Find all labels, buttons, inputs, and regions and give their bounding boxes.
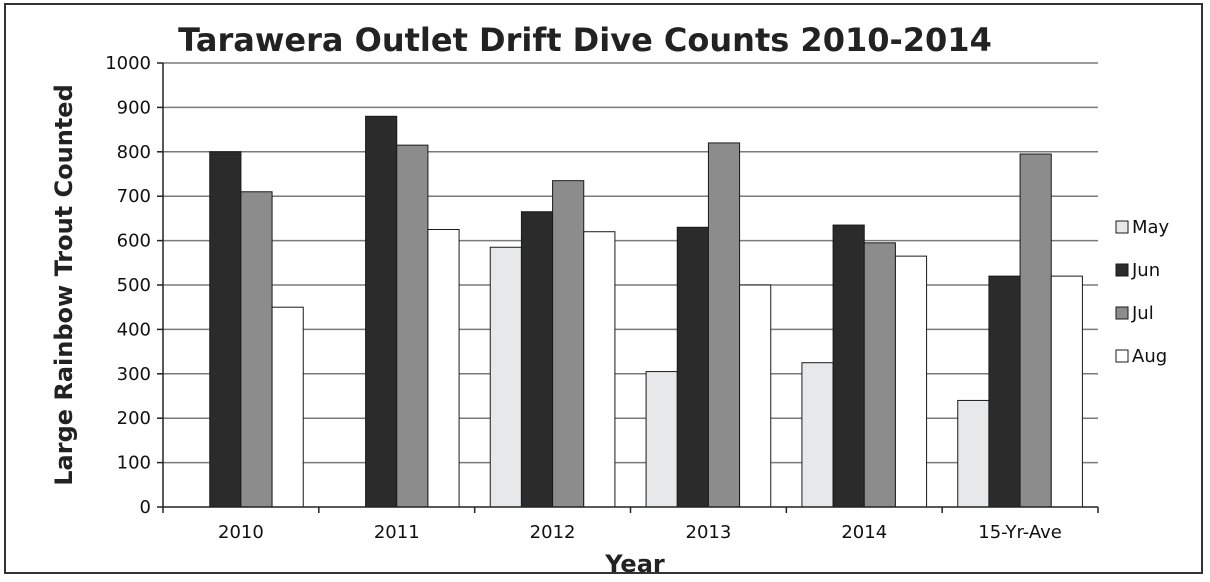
legend-swatch-jul (1115, 306, 1129, 320)
y-tick-label: 0 (140, 497, 151, 518)
y-tick-label: 1000 (105, 53, 151, 74)
legend-label-may: May (1132, 217, 1170, 238)
bar-jun-2010 (209, 151, 242, 508)
bars (209, 115, 1083, 508)
chart-title: Tarawera Outlet Drift Dive Counts 2010-2… (178, 21, 992, 59)
bar-jun-2011 (365, 115, 398, 508)
y-tick-label: 800 (117, 142, 151, 163)
gridlines (163, 62, 1098, 464)
bar-aug-2011 (427, 229, 460, 508)
bar-may-2014 (801, 362, 834, 508)
bar-aug-2010 (271, 306, 304, 508)
bar-jul-2013 (707, 142, 741, 508)
legend: May Jun Jul Aug (1115, 217, 1170, 367)
legend-swatch-jun (1115, 263, 1129, 277)
y-tick-label: 200 (117, 408, 151, 429)
bar-aug-15-yr-ave (1050, 275, 1083, 508)
x-tick-label: 15-Yr-Ave (978, 522, 1062, 543)
bar-may-15-yr-ave (957, 399, 990, 508)
y-axis-title: Large Rainbow Trout Counted (50, 84, 78, 486)
bar-aug-2013 (739, 284, 772, 508)
bar-aug-2012 (583, 231, 616, 508)
bar-may-2013 (645, 371, 678, 508)
x-tick-label: 2010 (218, 522, 264, 543)
legend-label-aug: Aug (1132, 346, 1167, 367)
y-tick-label: 400 (117, 319, 151, 340)
bar-may-2012 (489, 246, 522, 508)
bar-jul-2010 (240, 191, 273, 508)
x-axis-title: Year (604, 550, 665, 578)
bar-jul-2014 (863, 242, 896, 508)
x-tick-label: 2012 (530, 522, 576, 543)
bar-jul-2012 (552, 180, 585, 508)
x-tick-label: 2011 (374, 522, 420, 543)
axes: 0 100 200 300 400 500 600 700 800 900 1000 2010 2011… (105, 53, 1099, 543)
bar-jun-2013 (676, 226, 709, 508)
x-tick-label: 2013 (686, 522, 732, 543)
bar-jun-15-yr-ave (988, 275, 1021, 508)
bar-jun-2012 (520, 211, 554, 508)
bar-jul-15-yr-ave (1019, 153, 1052, 508)
y-tick-label: 600 (117, 231, 151, 252)
y-tick-label: 700 (117, 186, 151, 207)
legend-label-jun: Jun (1131, 260, 1160, 281)
y-tick-label: 300 (117, 364, 151, 385)
legend-label-jul: Jul (1131, 303, 1154, 324)
x-tick-label: 2014 (841, 522, 887, 543)
y-tick-label: 100 (117, 453, 151, 474)
bar-jun-2014 (832, 224, 865, 508)
bar-jul-2011 (396, 144, 429, 508)
bar-aug-2014 (894, 255, 928, 508)
legend-swatch-may (1115, 220, 1129, 234)
legend-swatch-aug (1115, 349, 1129, 363)
y-tick-label: 500 (117, 275, 151, 296)
y-tick-label: 900 (117, 97, 151, 118)
